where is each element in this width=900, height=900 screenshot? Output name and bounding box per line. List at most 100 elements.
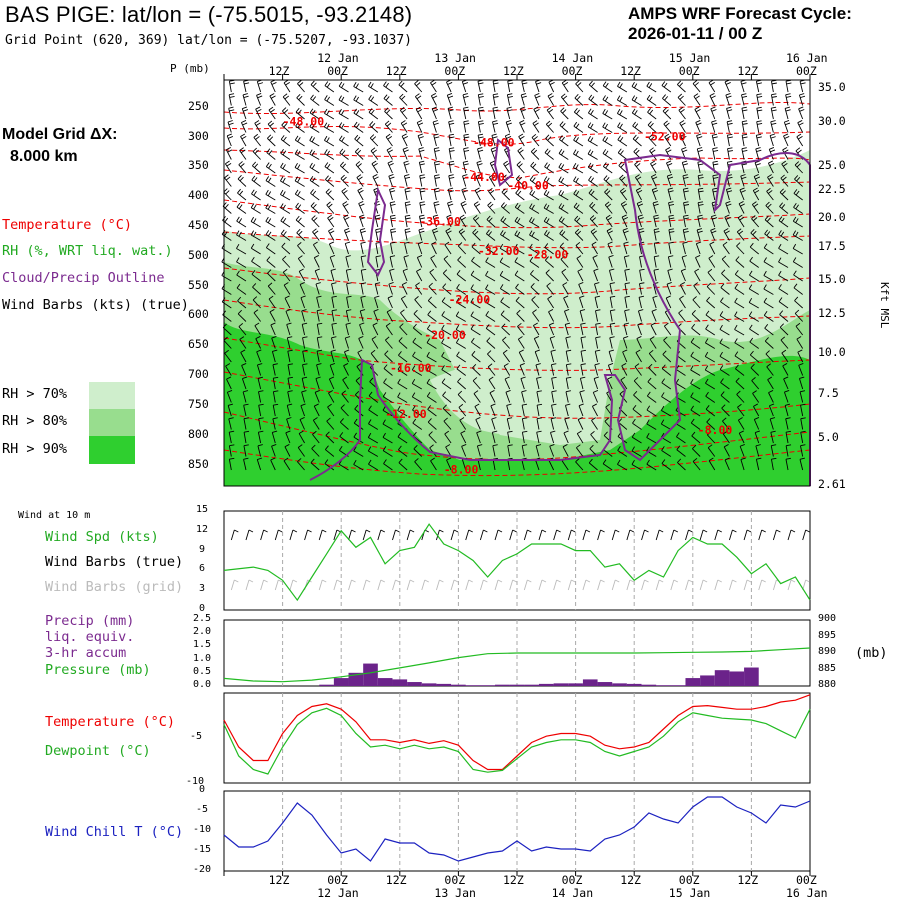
wind-barb	[387, 295, 393, 309]
wind-barb	[345, 255, 351, 268]
wind-barb	[431, 106, 439, 120]
wind-barb	[617, 459, 628, 471]
wind-barb	[455, 311, 466, 322]
wind-barb-grid	[509, 579, 514, 591]
wind-barb-grid	[728, 579, 733, 591]
wind-barb	[242, 390, 249, 403]
wind-barb	[736, 242, 745, 255]
precip-tick: 2.5	[193, 613, 212, 624]
wind-barb	[603, 175, 613, 187]
wind-barb	[516, 309, 525, 322]
wind-barb	[636, 336, 642, 349]
wind-barb	[359, 322, 365, 336]
wind-barb	[677, 93, 686, 106]
wind-barb	[697, 174, 704, 187]
wind-barb	[737, 403, 745, 417]
wind-barb	[295, 121, 305, 133]
wind-barb	[415, 93, 423, 106]
wind-barb	[704, 365, 716, 376]
precip-accum-label: 3-hr accum	[45, 645, 127, 661]
temperature-panel	[223, 692, 811, 784]
wind-barb	[533, 336, 540, 349]
wind-barb	[754, 160, 761, 174]
wind-barb	[543, 189, 554, 201]
wind-barb	[298, 430, 305, 444]
precip-bar	[465, 685, 481, 686]
wind-barb	[785, 457, 791, 471]
wind-barb	[617, 135, 628, 147]
wind-barb-grid-flag	[644, 579, 649, 583]
wind-barb	[418, 147, 425, 160]
wind-barb	[294, 176, 305, 187]
wind-barb-true	[392, 529, 396, 541]
wind-barb	[784, 390, 790, 403]
wind-barb	[239, 336, 247, 349]
wind-barb	[681, 255, 687, 268]
wind-barb	[521, 430, 528, 444]
wind-barb	[562, 282, 569, 295]
wind-barb	[665, 147, 672, 160]
wind-barb	[704, 351, 716, 363]
legend-rh: RH (%, WRT liq. wat.)	[2, 243, 173, 259]
wind-barb	[253, 309, 261, 322]
wind-barb	[448, 147, 455, 160]
wind-barb	[741, 133, 748, 147]
wind-barb	[459, 214, 467, 228]
wind-barb	[531, 296, 540, 309]
wind-barb	[660, 405, 672, 417]
wind-barb	[309, 149, 320, 160]
wind-barb	[536, 403, 543, 417]
wind-barb	[705, 391, 716, 403]
wind-barb-true-flag	[585, 529, 591, 533]
wind-barb	[487, 363, 496, 376]
wind-barb	[287, 376, 293, 390]
wind-barb	[271, 349, 278, 363]
wind-barb-true	[245, 529, 250, 541]
wind-barb	[515, 296, 525, 309]
wind-barb	[704, 338, 716, 349]
wind-barb-true	[787, 529, 792, 541]
wind-barb	[792, 230, 803, 241]
height-tick-label: 25.0	[818, 158, 846, 172]
wind-barb-grid-flag	[541, 579, 547, 583]
precip-label: Precip (mm)	[45, 613, 135, 629]
wind-barb	[591, 417, 598, 430]
wind-barb	[299, 417, 305, 430]
wind-barb	[632, 418, 642, 430]
wind-barb	[228, 444, 235, 457]
wind-barb	[739, 444, 745, 457]
wind-barb	[404, 201, 411, 214]
wind-barb	[576, 430, 584, 444]
pressure-tick-label: 250	[188, 98, 209, 113]
precip-bar	[553, 683, 569, 686]
wind-barb	[343, 214, 350, 228]
precip-bar	[568, 683, 583, 686]
wind-barb	[749, 337, 759, 349]
wind-barb-grid-flag	[717, 579, 722, 583]
wind-barb	[741, 120, 748, 133]
wind-barb	[462, 93, 469, 106]
wind-barb	[751, 215, 760, 228]
wind-barb	[798, 363, 804, 376]
pressure-tick-label: 850	[188, 456, 209, 471]
wind-barb	[227, 403, 234, 417]
wind-barb	[580, 349, 587, 363]
wind-barb	[504, 133, 512, 147]
wind-barb	[474, 187, 482, 201]
wind-barb	[738, 201, 745, 214]
wind-barb	[485, 311, 496, 322]
wind-barb	[651, 309, 657, 322]
wind-barb	[428, 431, 437, 444]
wind-barb	[345, 268, 352, 282]
wind-barb-grid-flag	[380, 579, 386, 583]
wind-barb	[697, 187, 704, 201]
wind-barb-grid-flag	[571, 579, 576, 583]
wind-barb	[632, 121, 642, 133]
wind-barb	[749, 256, 759, 268]
wind-barb	[488, 174, 496, 187]
top-hour-label: 12Z	[268, 64, 290, 78]
wind-barb	[265, 216, 276, 228]
wind-barb	[297, 242, 305, 255]
wind-barb	[551, 403, 557, 417]
wind-barb	[661, 446, 672, 457]
